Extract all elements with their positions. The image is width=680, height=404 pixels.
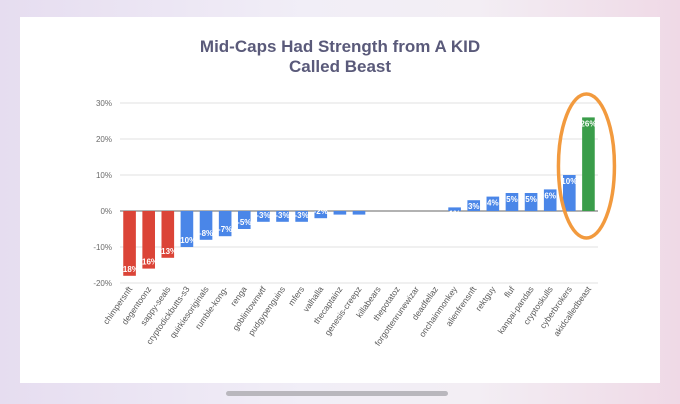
- y-tick-label: 10%: [96, 171, 112, 180]
- bar: [218, 211, 232, 237]
- data-label: -16%: [139, 258, 158, 267]
- data-label: -3%: [275, 211, 289, 220]
- data-label: -8%: [199, 229, 213, 238]
- home-indicator: [226, 391, 448, 396]
- bar: [524, 193, 538, 211]
- bar: [180, 211, 194, 247]
- chart-title-line-2: Called Beast: [288, 57, 392, 76]
- slide-card: Mid-Caps Had Strength from A KID Called …: [20, 17, 660, 383]
- chart-title: Mid-Caps Had Strength from A KID Called …: [20, 37, 660, 77]
- annotation-ellipse: [556, 92, 617, 240]
- bar: [543, 189, 557, 211]
- bar: [295, 211, 308, 222]
- data-label: 0%: [391, 214, 403, 223]
- y-tick-label: 20%: [96, 135, 112, 144]
- data-label: -10%: [178, 236, 197, 245]
- bar: [257, 211, 270, 222]
- data-label: -18%: [120, 265, 139, 274]
- y-tick-label: 30%: [96, 99, 112, 108]
- data-label: 0%: [372, 214, 384, 223]
- data-label: 0%: [411, 214, 423, 223]
- bar: [352, 211, 366, 215]
- data-label: 1%: [449, 209, 461, 218]
- data-label: -3%: [256, 211, 270, 220]
- data-label: 26%: [580, 119, 596, 128]
- data-label: 5%: [506, 195, 518, 204]
- data-label: -2%: [314, 207, 328, 216]
- bar: [563, 175, 576, 211]
- data-label: 10%: [561, 177, 577, 186]
- bar: [123, 211, 136, 276]
- bar: [467, 200, 481, 211]
- data-label: -3%: [295, 211, 309, 220]
- bar: [199, 211, 213, 240]
- bar: [161, 211, 175, 258]
- chart-title-line-1: Mid-Caps Had Strength from A KID: [199, 37, 481, 56]
- bar: [486, 196, 500, 211]
- data-label: 4%: [487, 199, 499, 208]
- bar: [333, 211, 347, 215]
- data-label: 5%: [525, 195, 537, 204]
- data-label: 3%: [468, 202, 480, 211]
- y-tick-label: -20%: [93, 279, 112, 288]
- bar: [142, 211, 155, 269]
- bar: [237, 211, 251, 229]
- bar: [448, 207, 461, 211]
- data-label: -7%: [218, 225, 232, 234]
- data-label: -1%: [352, 204, 366, 213]
- category-label: rektguy: [473, 284, 498, 313]
- data-label: -13%: [158, 247, 177, 256]
- y-tick-label: -10%: [93, 243, 112, 252]
- bar: [582, 117, 595, 211]
- bar: [505, 193, 519, 211]
- data-label: 0%: [430, 214, 442, 223]
- data-label: 6%: [544, 191, 556, 200]
- bar-chart: 30%20%10%0%-10%-20%-18%chimpersnft-16%de…: [93, 92, 617, 348]
- y-tick-label: 0%: [100, 207, 112, 216]
- category-label: fluf: [502, 284, 517, 300]
- data-label: -5%: [237, 218, 251, 227]
- data-label: -1%: [333, 204, 347, 213]
- bar: [276, 211, 289, 222]
- bar: [314, 211, 328, 219]
